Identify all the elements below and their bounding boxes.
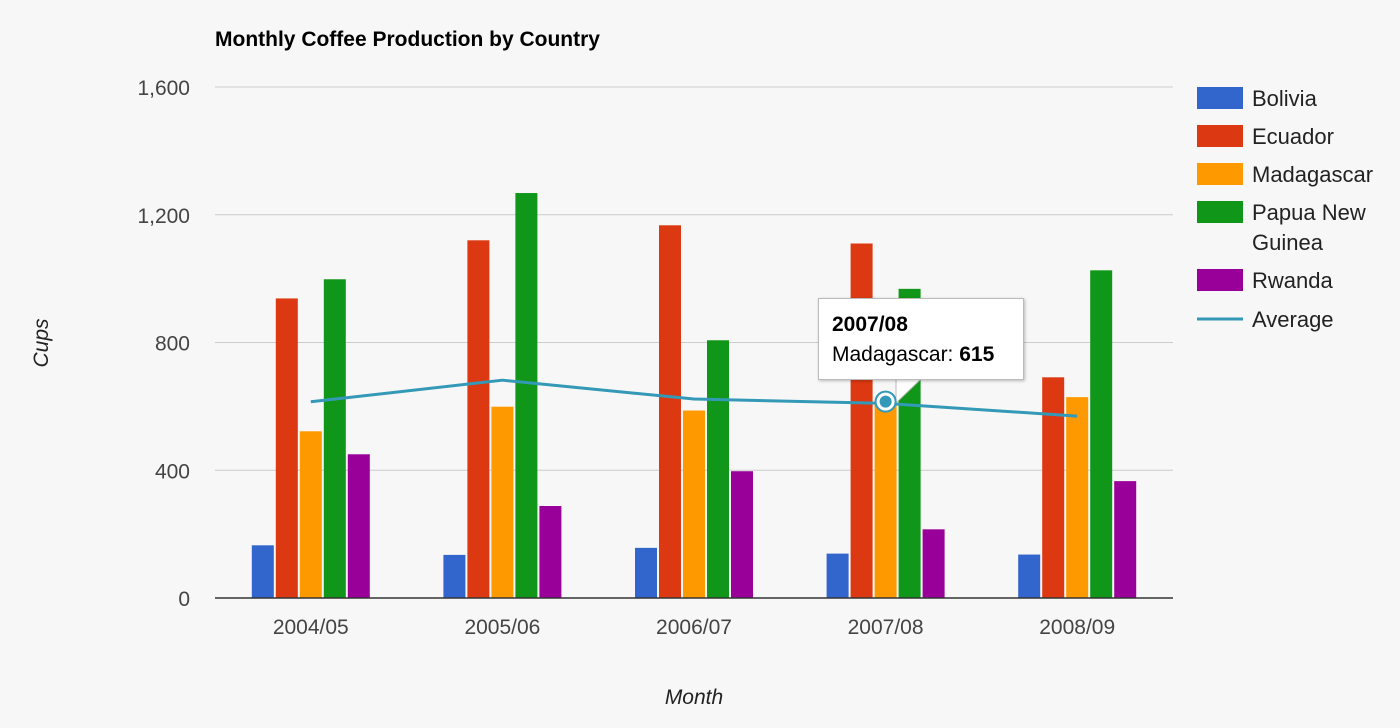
legend-item-papua-new-guinea[interactable]: Papua New Guinea (1197, 200, 1366, 255)
tooltip-body: Madagascar: 615 (832, 343, 1023, 367)
legend-label: Rwanda (1252, 268, 1333, 293)
bar-bolivia-2005-06[interactable] (443, 554, 466, 598)
tooltip: 2007/08 Madagascar: 615 (818, 298, 1024, 380)
chart-title: Monthly Coffee Production by Country (215, 28, 600, 51)
bar-rwanda-2005-06[interactable] (539, 506, 562, 598)
y-axis-ticks: 0 400 800 1,200 1,600 (137, 77, 190, 611)
y-tick-label: 400 (155, 460, 190, 483)
bar-ecuador-2006-07[interactable] (659, 225, 681, 598)
legend-label: Ecuador (1252, 124, 1334, 149)
y-axis-title: Cups (30, 318, 53, 368)
x-tick-label: 2005/06 (464, 616, 540, 639)
x-tick-label: 2007/08 (848, 616, 924, 639)
bar-ecuador-2004-05[interactable] (275, 298, 298, 598)
bar-papua-new-guinea-2008-09[interactable] (1090, 270, 1113, 598)
bar-rwanda-2008-09[interactable] (1114, 481, 1137, 598)
legend-item-bolivia[interactable]: Bolivia (1197, 86, 1318, 111)
legend-label: Madagascar (1252, 162, 1373, 187)
bar-rwanda-2007-08[interactable] (922, 529, 945, 598)
legend-label: Average (1252, 307, 1334, 332)
legend-swatch (1197, 87, 1243, 109)
legend-label: Guinea (1252, 230, 1324, 255)
bar-rwanda-2004-05[interactable] (347, 454, 370, 598)
bar-bolivia-2008-09[interactable] (1018, 554, 1041, 598)
legend-item-rwanda[interactable]: Rwanda (1197, 268, 1333, 293)
legend-item-average[interactable]: Average (1197, 307, 1334, 332)
bar-madagascar-2007-08[interactable] (874, 401, 897, 598)
bar-papua-new-guinea-2005-06[interactable] (515, 193, 538, 598)
bar-bolivia-2006-07[interactable] (635, 547, 657, 598)
average-line-group (310, 378, 1078, 418)
bars (251, 193, 1137, 599)
average-line[interactable] (310, 378, 1078, 418)
bar-bolivia-2007-08[interactable] (826, 553, 849, 598)
legend-swatch (1197, 201, 1243, 223)
tooltip-value: 615 (959, 343, 995, 366)
y-tick-label: 1,200 (137, 205, 190, 228)
x-tick-label: 2008/09 (1039, 616, 1115, 639)
x-axis-title: Month (665, 686, 723, 709)
legend-label: Papua New (1252, 200, 1366, 225)
legend-item-madagascar[interactable]: Madagascar (1197, 162, 1373, 187)
bar-madagascar-2006-07[interactable] (683, 410, 705, 598)
bar-madagascar-2005-06[interactable] (491, 406, 514, 598)
legend-swatch (1197, 163, 1243, 185)
bar-rwanda-2006-07[interactable] (731, 471, 753, 598)
y-tick-label: 1,600 (137, 77, 190, 100)
tooltip-series-label: Madagascar: (832, 343, 960, 366)
x-axis-ticks: 2004/05 2005/06 2006/07 2007/08 2008/09 (273, 616, 1115, 639)
bar-madagascar-2008-09[interactable] (1066, 397, 1089, 598)
x-tick-label: 2004/05 (273, 616, 349, 639)
bar-ecuador-2005-06[interactable] (467, 240, 490, 599)
y-tick-label: 0 (178, 588, 190, 611)
legend-label: Bolivia (1252, 86, 1318, 111)
bar-papua-new-guinea-2006-07[interactable] (707, 340, 729, 598)
x-tick-label: 2006/07 (656, 616, 732, 639)
bar-bolivia-2004-05[interactable] (251, 545, 274, 598)
y-tick-label: 800 (155, 333, 190, 356)
legend-swatch (1197, 125, 1243, 147)
legend: Bolivia Ecuador Madagascar Papua New Guinea R… (1197, 86, 1373, 332)
legend-item-ecuador[interactable]: Ecuador (1197, 124, 1334, 149)
bar-madagascar-2004-05[interactable] (299, 431, 322, 598)
bar-ecuador-2007-08[interactable] (850, 243, 873, 598)
legend-swatch (1197, 269, 1243, 291)
bar-ecuador-2008-09[interactable] (1042, 377, 1065, 598)
tooltip-category: 2007/08 (832, 313, 908, 336)
bar-papua-new-guinea-2004-05[interactable] (323, 279, 346, 598)
